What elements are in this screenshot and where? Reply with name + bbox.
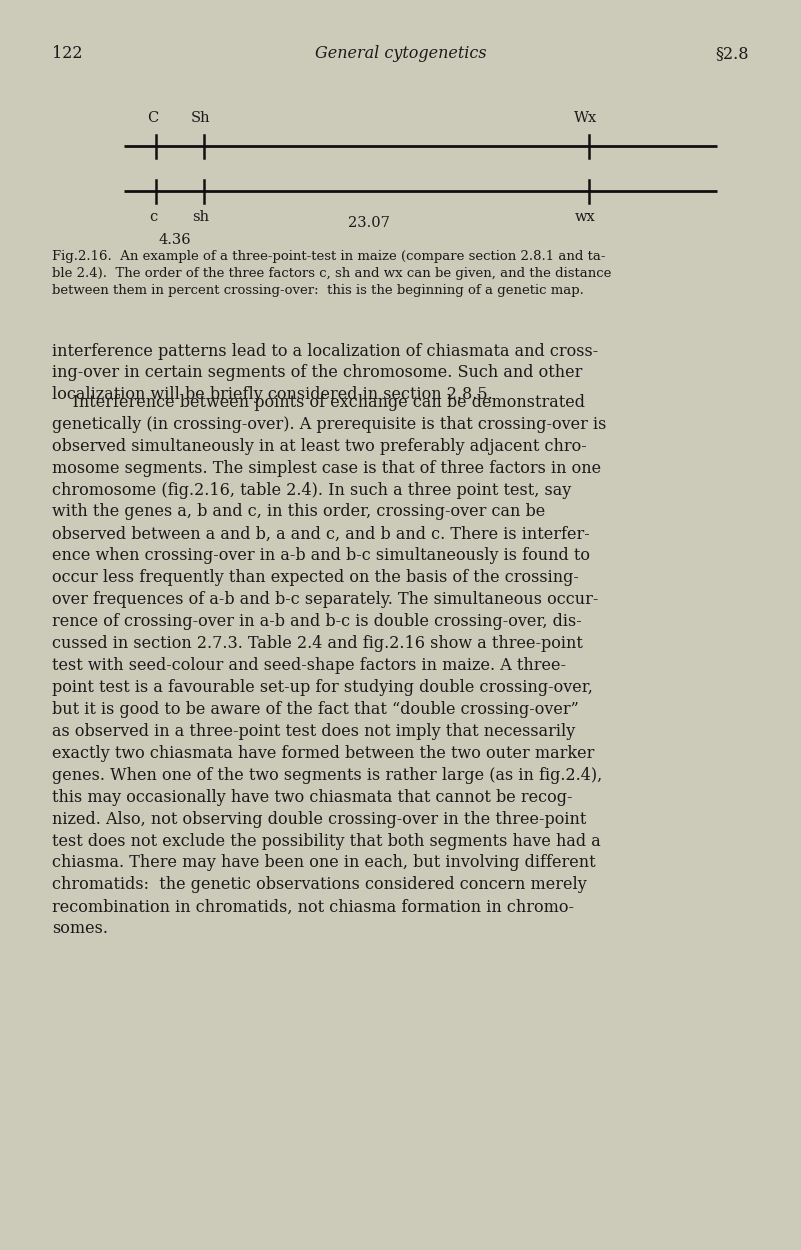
Text: C: C [147, 111, 159, 125]
Text: 23.07: 23.07 [348, 216, 389, 230]
Text: Interference between points of exchange can be demonstrated
genetically (in cros: Interference between points of exchange … [52, 394, 606, 938]
Text: General cytogenetics: General cytogenetics [315, 45, 486, 63]
Text: wx: wx [575, 210, 596, 224]
Text: 4.36: 4.36 [159, 232, 191, 246]
Text: sh: sh [192, 210, 210, 224]
Text: c: c [149, 210, 157, 224]
Text: Fig.2.16.  An example of a three-point-test in maize (compare section 2.8.1 and : Fig.2.16. An example of a three-point-te… [52, 250, 611, 298]
Text: Sh: Sh [191, 111, 211, 125]
Text: 122: 122 [52, 45, 83, 63]
Text: Wx: Wx [574, 111, 598, 125]
Text: §2.8: §2.8 [715, 45, 749, 63]
Text: interference patterns lead to a localization of chiasmata and cross-
ing-over in: interference patterns lead to a localiza… [52, 342, 598, 404]
